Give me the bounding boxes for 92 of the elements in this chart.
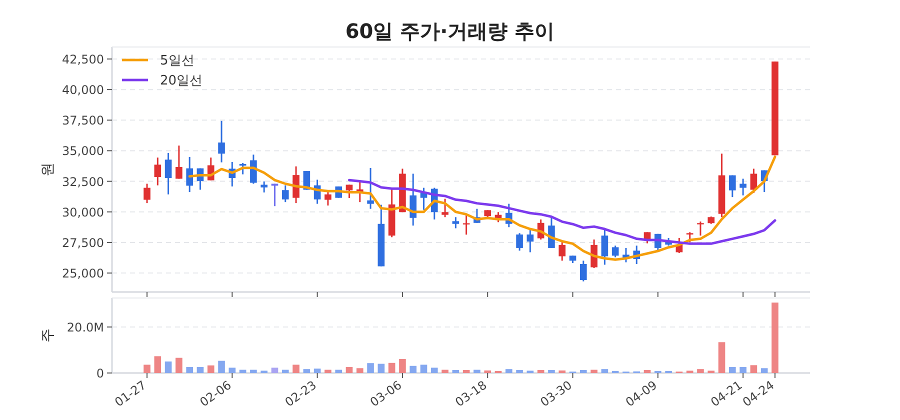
candlestick bbox=[697, 220, 704, 236]
bar bbox=[474, 370, 480, 373]
y-tick-label: 32,500 bbox=[62, 174, 104, 189]
y-tick-label: 25,000 bbox=[62, 266, 104, 281]
bar bbox=[580, 370, 587, 373]
legend-label: 5일선 bbox=[160, 54, 194, 68]
y-tick-label: 37,500 bbox=[62, 114, 104, 128]
bar bbox=[218, 360, 225, 373]
bar bbox=[410, 366, 417, 373]
bar bbox=[452, 370, 460, 373]
bar bbox=[388, 362, 396, 373]
candlestick bbox=[218, 120, 225, 164]
bar bbox=[430, 368, 438, 373]
candlestick bbox=[612, 244, 619, 258]
bar bbox=[176, 358, 182, 373]
candlestick bbox=[164, 152, 172, 196]
bar bbox=[196, 367, 204, 373]
bar bbox=[378, 364, 385, 373]
bar bbox=[420, 364, 428, 373]
candlestick bbox=[250, 154, 257, 184]
bar bbox=[505, 369, 512, 373]
candlestick bbox=[271, 183, 278, 207]
bar bbox=[484, 370, 492, 373]
bar bbox=[590, 370, 598, 373]
bar bbox=[164, 361, 172, 373]
candlestick bbox=[526, 229, 534, 253]
y-tick-label: 42,500 bbox=[62, 52, 104, 66]
y-tick-label: 35,000 bbox=[62, 144, 104, 158]
y-tick-label: 40,000 bbox=[62, 83, 104, 98]
bar bbox=[750, 365, 758, 373]
bar bbox=[548, 370, 555, 373]
candlestick bbox=[729, 174, 736, 198]
candlestick bbox=[410, 172, 417, 226]
candlestick bbox=[186, 156, 193, 193]
bar bbox=[399, 358, 406, 373]
candlestick bbox=[144, 183, 150, 204]
bar bbox=[324, 370, 332, 373]
y-tick-label: 0 bbox=[96, 366, 104, 380]
y-tick-label: 20.0M bbox=[66, 320, 104, 334]
bar bbox=[644, 370, 651, 373]
candlestick bbox=[367, 167, 374, 210]
candlestick bbox=[590, 238, 598, 269]
bar bbox=[558, 370, 566, 373]
bar bbox=[462, 370, 470, 373]
bar bbox=[207, 365, 214, 373]
bar bbox=[314, 368, 321, 373]
bar bbox=[442, 370, 448, 373]
bar bbox=[271, 368, 278, 373]
candlestick bbox=[558, 241, 566, 262]
candlestick bbox=[324, 191, 332, 206]
bar bbox=[303, 369, 310, 373]
candlestick bbox=[176, 144, 182, 180]
candlestick bbox=[740, 178, 746, 196]
bar bbox=[154, 356, 162, 373]
y-axis-title: 원 bbox=[40, 162, 56, 176]
bar bbox=[760, 368, 768, 373]
bar bbox=[282, 370, 289, 373]
candlestick bbox=[292, 166, 300, 204]
bar bbox=[144, 364, 150, 373]
candlestick bbox=[452, 216, 460, 230]
candlestick bbox=[154, 156, 162, 186]
bar bbox=[740, 367, 746, 373]
bar bbox=[537, 370, 544, 373]
bar bbox=[718, 342, 726, 373]
bar bbox=[186, 367, 193, 373]
bar bbox=[335, 370, 342, 373]
bar bbox=[697, 369, 704, 373]
candlestick bbox=[580, 260, 587, 282]
bar bbox=[729, 367, 736, 373]
y-tick-label: 30,000 bbox=[62, 205, 104, 220]
bar bbox=[356, 368, 364, 373]
bar bbox=[228, 368, 236, 373]
bar bbox=[250, 370, 257, 373]
candlestick bbox=[750, 168, 758, 194]
bar bbox=[772, 302, 778, 373]
bar bbox=[601, 369, 608, 373]
y-tick-label: 27,500 bbox=[62, 236, 104, 250]
legend-label: 20일선 bbox=[160, 74, 203, 88]
bar bbox=[292, 364, 300, 373]
candlestick bbox=[346, 184, 353, 199]
bar bbox=[346, 367, 353, 373]
candlestick bbox=[516, 232, 523, 252]
candlestick bbox=[601, 228, 608, 266]
candlestick bbox=[442, 198, 448, 218]
candlestick bbox=[548, 216, 555, 249]
candlestick bbox=[686, 231, 694, 243]
y-axis-title: 주 bbox=[40, 328, 56, 342]
bar bbox=[367, 363, 374, 373]
bar bbox=[516, 370, 523, 373]
candlestick bbox=[282, 184, 289, 203]
chart-title: 60일 주가·거래량 추이 bbox=[345, 19, 555, 43]
candlestick bbox=[260, 180, 268, 194]
